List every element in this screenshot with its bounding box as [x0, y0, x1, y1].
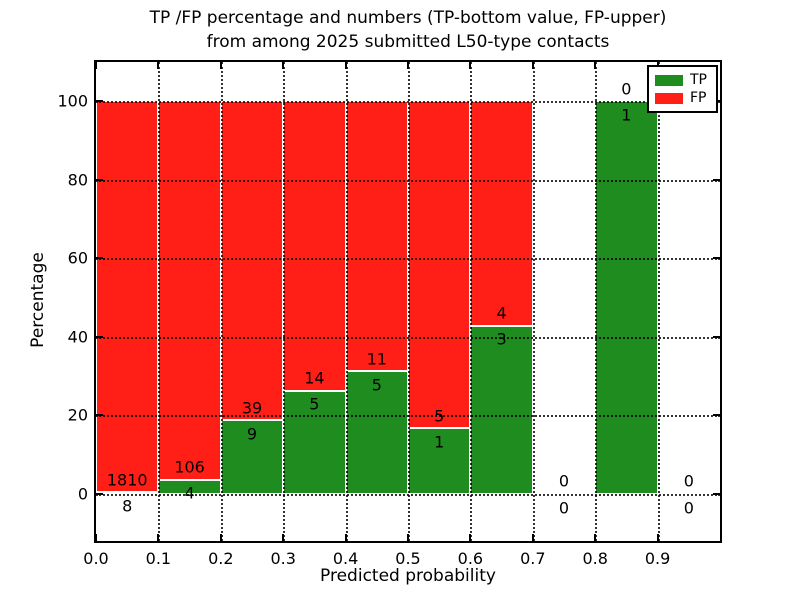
legend: TP FP: [647, 65, 718, 113]
y-tick-label: 20: [67, 405, 88, 425]
legend-swatch-tp: [655, 74, 683, 86]
y-tick-label: 0: [77, 484, 88, 504]
chart-title-line2: from among 2025 submitted L50-type conta…: [206, 32, 610, 52]
plot-area: [94, 60, 722, 543]
y-tick-label: 100: [57, 91, 88, 111]
y-tick-label: 80: [67, 170, 88, 190]
legend-item-tp: TP: [655, 73, 710, 87]
x-axis-label: Predicted probability: [320, 566, 496, 586]
legend-swatch-fp: [655, 92, 683, 104]
legend-label: FP: [690, 90, 707, 106]
legend-label: TP: [690, 72, 707, 88]
y-axis-label: Percentage: [28, 252, 48, 348]
legend-item-fp: FP: [655, 91, 710, 105]
chart-title-line1: TP /FP percentage and numbers (TP-bottom…: [149, 8, 667, 28]
chart-title: TP /FP percentage and numbers (TP-bottom…: [8, 6, 800, 54]
